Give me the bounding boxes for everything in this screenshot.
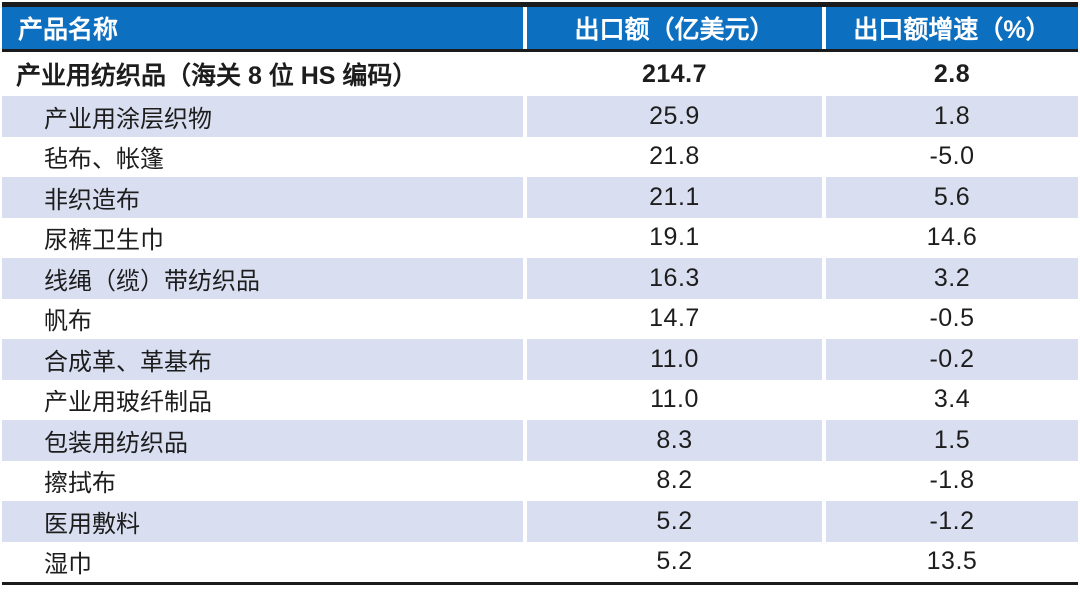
table-top-border xyxy=(2,2,1078,7)
growth-cell: -0.5 xyxy=(822,298,1078,339)
table-row: 非织造布 21.1 5.6 xyxy=(2,177,1078,218)
table-row: 湿巾 5.2 13.5 xyxy=(2,541,1078,582)
table-row: 尿裤卫生巾 19.1 14.6 xyxy=(2,217,1078,258)
export-value-cell: 16.3 xyxy=(523,258,822,299)
table-row: 产业用涂层织物 25.9 1.8 xyxy=(2,96,1078,137)
export-value-cell: 14.7 xyxy=(523,298,822,339)
total-export-value-cell: 214.7 xyxy=(523,52,822,96)
product-name-cell: 毡布、帐篷 xyxy=(44,146,164,174)
product-name-cell: 产业用涂层织物 xyxy=(44,105,212,133)
table-body: 产业用涂层织物 25.9 1.8 毡布、帐篷 21.8 -5.0 非织造布 21… xyxy=(2,96,1078,582)
export-data-table: 产品名称 出口额（亿美元） 出口额增速（%） 产业用纺织品（海关 8 位 HS … xyxy=(2,2,1078,585)
table-row: 线绳（缆）带纺织品 16.3 3.2 xyxy=(2,258,1078,299)
table-row: 医用敷料 5.2 -1.2 xyxy=(2,501,1078,542)
export-value-cell: 8.3 xyxy=(523,420,822,461)
table-row: 帆布 14.7 -0.5 xyxy=(2,298,1078,339)
export-value-cell: 8.2 xyxy=(523,460,822,501)
total-growth-cell: 2.8 xyxy=(822,52,1078,96)
table-row: 产业用玻纤制品 11.0 3.4 xyxy=(2,379,1078,420)
table-row: 毡布、帐篷 21.8 -5.0 xyxy=(2,136,1078,177)
export-value-cell: 21.8 xyxy=(523,136,822,177)
growth-cell: -1.8 xyxy=(822,460,1078,501)
export-value-cell: 5.2 xyxy=(523,501,822,542)
export-value-cell: 11.0 xyxy=(523,339,822,380)
product-name-cell: 线绳（缆）带纺织品 xyxy=(44,267,260,295)
product-name-cell: 包装用纺织品 xyxy=(44,429,188,457)
growth-cell: 13.5 xyxy=(822,541,1078,582)
product-name-cell: 非织造布 xyxy=(44,186,140,214)
growth-cell: 3.4 xyxy=(822,379,1078,420)
export-value-cell: 21.1 xyxy=(523,177,822,218)
growth-cell: 1.5 xyxy=(822,420,1078,461)
table-row: 包装用纺织品 8.3 1.5 xyxy=(2,420,1078,461)
table-row: 擦拭布 8.2 -1.8 xyxy=(2,460,1078,501)
header-export-growth: 出口额增速（%） xyxy=(822,7,1078,49)
growth-cell: -1.2 xyxy=(822,501,1078,542)
growth-cell: -5.0 xyxy=(822,136,1078,177)
table-row: 合成革、革基布 11.0 -0.2 xyxy=(2,339,1078,380)
table-header-row: 产品名称 出口额（亿美元） 出口额增速（%） xyxy=(2,7,1078,52)
product-name-cell: 湿巾 xyxy=(44,551,92,579)
total-product-name-cell: 产业用纺织品（海关 8 位 HS 编码） xyxy=(16,62,418,90)
product-name-cell: 尿裤卫生巾 xyxy=(44,227,164,255)
export-value-cell: 19.1 xyxy=(523,217,822,258)
growth-cell: -0.2 xyxy=(822,339,1078,380)
growth-cell: 14.6 xyxy=(822,217,1078,258)
export-value-cell: 11.0 xyxy=(523,379,822,420)
header-export-value: 出口额（亿美元） xyxy=(523,7,822,49)
product-name-cell: 帆布 xyxy=(44,308,92,336)
product-name-cell: 医用敷料 xyxy=(44,510,140,538)
growth-cell: 5.6 xyxy=(822,177,1078,218)
export-value-cell: 5.2 xyxy=(523,541,822,582)
table-bottom-border xyxy=(2,582,1078,585)
product-name-cell: 擦拭布 xyxy=(44,470,116,498)
export-value-cell: 25.9 xyxy=(523,96,822,137)
header-product-name: 产品名称 xyxy=(18,16,119,44)
product-name-cell: 合成革、革基布 xyxy=(44,348,212,376)
growth-cell: 1.8 xyxy=(822,96,1078,137)
product-name-cell: 产业用玻纤制品 xyxy=(44,389,212,417)
growth-cell: 3.2 xyxy=(822,258,1078,299)
table-total-row: 产业用纺织品（海关 8 位 HS 编码） 214.7 2.8 xyxy=(2,52,1078,96)
